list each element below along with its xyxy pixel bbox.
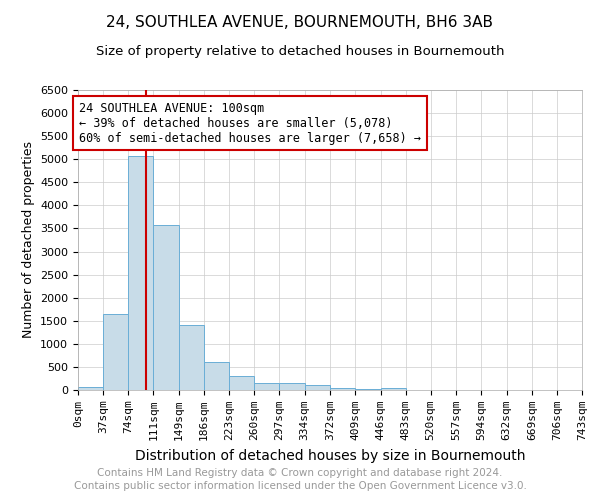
Bar [204,362,229,390]
Bar [254,383,280,390]
Text: Contains HM Land Registry data © Crown copyright and database right 2024.: Contains HM Land Registry data © Crown c… [97,468,503,477]
Y-axis label: Number of detached properties: Number of detached properties [22,142,35,338]
Bar [380,388,406,390]
Bar [355,388,380,390]
Text: 24 SOUTHLEA AVENUE: 100sqm
← 39% of detached houses are smaller (5,078)
60% of s: 24 SOUTHLEA AVENUE: 100sqm ← 39% of deta… [79,102,421,144]
Bar [280,383,305,390]
Bar [305,386,331,390]
Text: Contains public sector information licensed under the Open Government Licence v3: Contains public sector information licen… [74,481,526,491]
Bar [153,225,179,390]
Bar [103,314,128,390]
Text: Size of property relative to detached houses in Bournemouth: Size of property relative to detached ho… [96,45,504,58]
Text: 24, SOUTHLEA AVENUE, BOURNEMOUTH, BH6 3AB: 24, SOUTHLEA AVENUE, BOURNEMOUTH, BH6 3A… [107,15,493,30]
Bar [229,376,254,390]
Bar [128,156,153,390]
Bar [78,386,103,390]
Bar [331,388,355,390]
Bar [179,326,204,390]
X-axis label: Distribution of detached houses by size in Bournemouth: Distribution of detached houses by size … [135,448,525,462]
